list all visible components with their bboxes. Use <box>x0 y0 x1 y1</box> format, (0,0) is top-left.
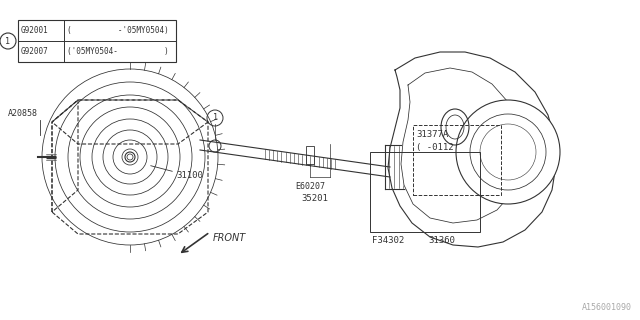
Text: 1: 1 <box>6 36 10 45</box>
Circle shape <box>456 100 560 204</box>
Text: G92001: G92001 <box>21 26 49 35</box>
Polygon shape <box>388 52 556 247</box>
Text: 31377A: 31377A <box>416 130 448 139</box>
Text: F34302: F34302 <box>372 236 404 245</box>
Text: E60207: E60207 <box>295 182 325 191</box>
Text: G92007: G92007 <box>21 47 49 56</box>
Text: ('05MY0504-          ): ('05MY0504- ) <box>67 47 169 56</box>
Text: 35201: 35201 <box>301 194 328 203</box>
Bar <box>370 152 480 232</box>
Bar <box>306 146 314 164</box>
Text: A156001090: A156001090 <box>582 303 632 312</box>
Polygon shape <box>401 68 522 223</box>
Text: ( -0112: ( -0112 <box>416 143 454 152</box>
Text: 31360: 31360 <box>428 236 455 245</box>
Bar <box>413 125 501 195</box>
Text: A20858: A20858 <box>8 109 38 118</box>
Bar <box>18 20 176 62</box>
Text: FRONT: FRONT <box>213 233 246 243</box>
Text: 31100: 31100 <box>176 171 203 180</box>
Text: 1: 1 <box>212 114 218 123</box>
Text: (          -'05MY0504): ( -'05MY0504) <box>67 26 169 35</box>
